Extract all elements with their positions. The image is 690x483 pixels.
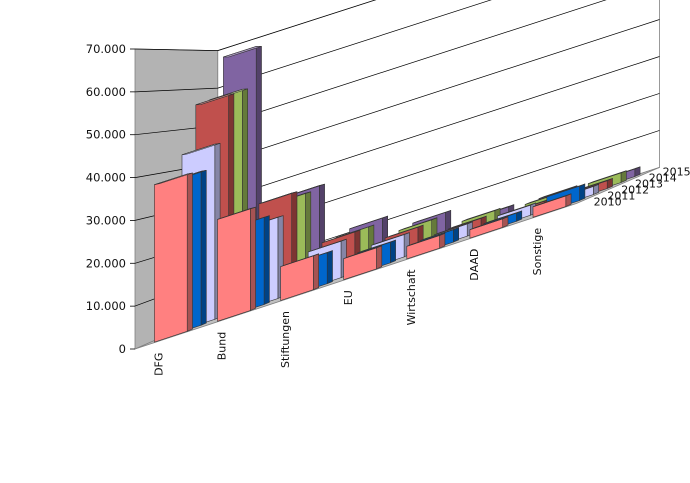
- bar-top-face: [448, 215, 487, 230]
- y-tick-label: 40.000: [86, 171, 126, 185]
- bar-side-face: [250, 206, 256, 311]
- y-tick-label: 30.000: [86, 213, 126, 227]
- y-tick-label: 10.000: [86, 299, 126, 313]
- bar-top-face: [406, 233, 446, 247]
- category-label: Wirtschaft: [405, 269, 418, 326]
- y-axis-tick-labels: 0 10.000 20.000 30.000 40.000 50.000 60.000 70.…: [86, 42, 135, 356]
- bar-top-face: [469, 216, 509, 230]
- y-tick-label: 50.000: [86, 128, 126, 142]
- y-tick-label: 70.000: [86, 42, 126, 56]
- series-label: 2014: [649, 171, 677, 184]
- bar-top-face: [434, 221, 473, 236]
- bar-top-face: [384, 224, 424, 239]
- bar-top-face: [195, 93, 234, 106]
- category-label: Bund: [216, 332, 229, 360]
- series-label: 2015: [663, 165, 690, 178]
- bar-top-face: [349, 215, 388, 230]
- bar-side-face: [389, 239, 396, 264]
- bar-top-face: [483, 210, 522, 225]
- category-label: Sonstige: [531, 228, 544, 276]
- bar-top-face: [461, 208, 501, 222]
- bar: [469, 216, 509, 239]
- bar-top-face: [223, 46, 262, 58]
- bar-top-face: [154, 172, 193, 185]
- bar-front-face: [217, 208, 251, 322]
- category-labels: DFG Bund Stiftungen EU Wirtschaft DAAD Sonstig…: [153, 228, 545, 376]
- bar-side-face: [376, 245, 383, 270]
- bar-top-face: [412, 210, 451, 224]
- category-label: Stiftungen: [279, 311, 292, 368]
- bar-top-face: [371, 232, 410, 246]
- bar-side-face: [263, 215, 270, 305]
- y-tick-label: 60.000: [86, 85, 126, 99]
- bar-top-face: [321, 229, 361, 244]
- bar-side-face: [313, 253, 320, 291]
- bar-side-face: [453, 227, 460, 243]
- bar: [532, 193, 572, 218]
- series-label: 2011: [607, 189, 635, 202]
- bar-top-face: [335, 224, 375, 238]
- category-label: EU: [342, 290, 355, 305]
- bar-top-face: [420, 227, 459, 241]
- y-tick-label: 20.000: [86, 256, 126, 270]
- bar: [343, 245, 383, 281]
- bar-top-face: [343, 245, 382, 259]
- bar-top-face: [588, 170, 627, 184]
- y-tick-label: 0: [119, 342, 126, 356]
- bar-top-face: [398, 217, 438, 231]
- bar-top-face: [357, 239, 396, 254]
- bar-top-face: [538, 185, 578, 199]
- bar-top-face: [280, 253, 319, 267]
- bar: [280, 253, 320, 301]
- gridline: [134, 0, 377, 51]
- bar-top-face: [308, 238, 347, 253]
- bar-top-face: [217, 206, 256, 220]
- bar: [154, 172, 193, 343]
- bar-top-face: [497, 202, 536, 217]
- bar-side-face: [326, 250, 333, 285]
- series-label: 2012: [621, 183, 649, 196]
- category-label: DAAD: [468, 249, 481, 281]
- bar-side-face: [200, 169, 207, 326]
- series-label: 2010: [594, 195, 622, 208]
- bar-front-face: [154, 173, 188, 343]
- bar-side-face: [579, 183, 586, 201]
- bar-top-face: [181, 143, 221, 156]
- bar-top-face: [546, 183, 586, 198]
- bars: [154, 45, 641, 343]
- series-label: 2013: [635, 177, 663, 190]
- bar-top-face: [532, 193, 572, 208]
- category-label: DFG: [153, 353, 166, 376]
- bar-top-face: [258, 191, 298, 205]
- bar: [406, 232, 446, 260]
- bar: [217, 206, 256, 322]
- bar-side-face: [439, 232, 446, 249]
- bar-side-face: [186, 172, 193, 332]
- gridline: [134, 0, 492, 93]
